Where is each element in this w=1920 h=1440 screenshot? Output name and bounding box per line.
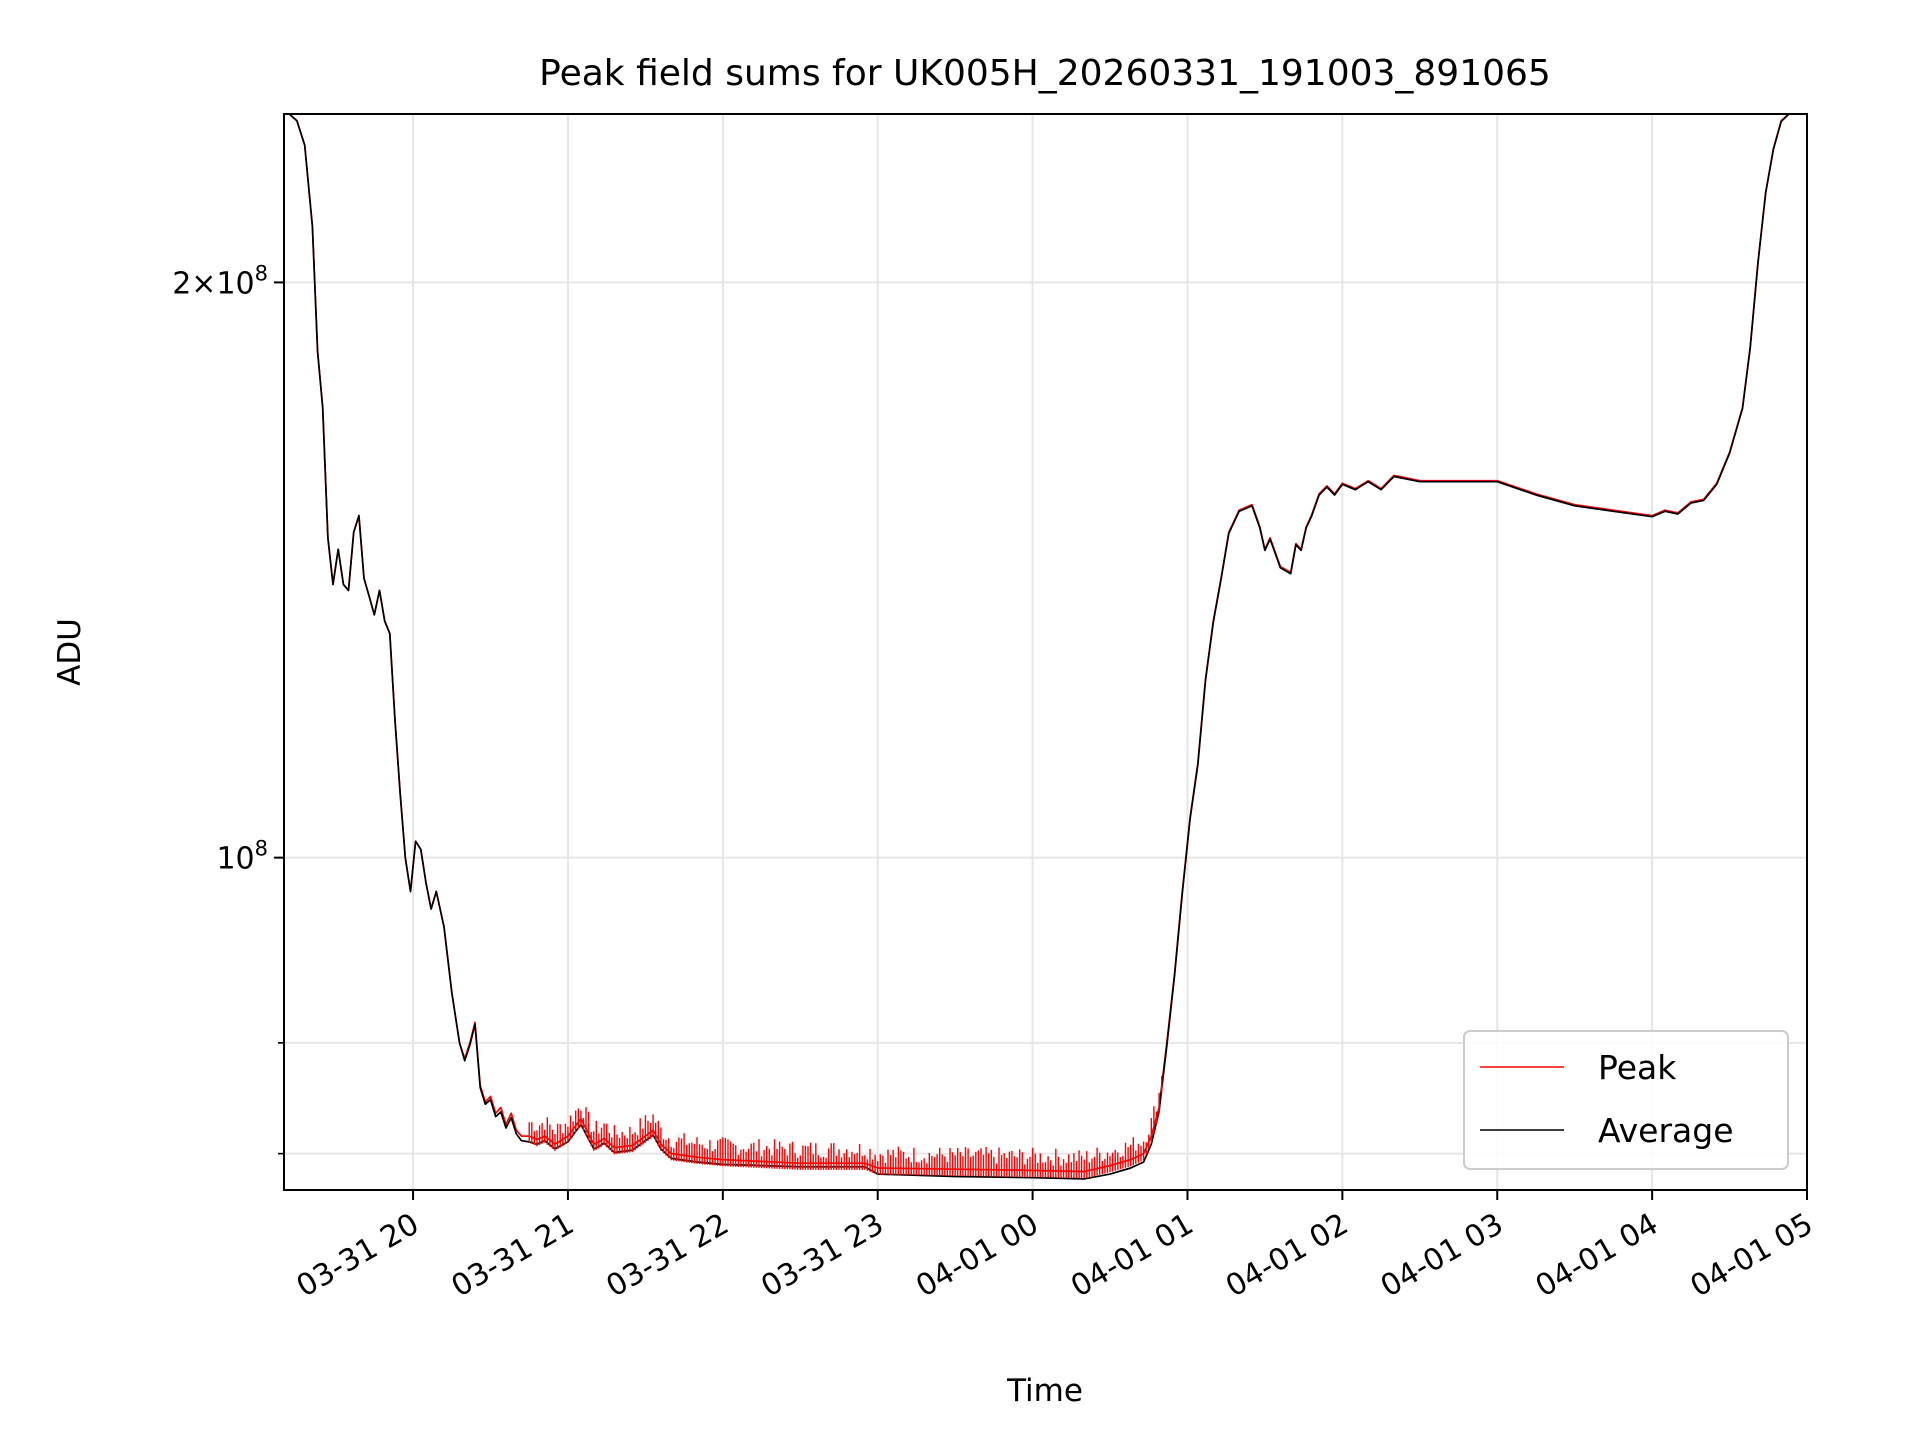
- legend-label-average: Average: [1598, 1111, 1734, 1150]
- y-tick-label: 108: [216, 837, 268, 877]
- chart-title: Peak field sums for UK005H_20260331_1910…: [539, 53, 1551, 94]
- y-tick-label: 2×108: [172, 261, 268, 301]
- legend-label-peak: Peak: [1598, 1048, 1677, 1087]
- y-axis-label: ADU: [52, 618, 88, 686]
- legend: Peak Average: [1463, 1030, 1789, 1170]
- x-axis-label: Time: [1006, 1373, 1083, 1409]
- legend-box: [1463, 1030, 1789, 1170]
- peak-noise-spikes: [528, 1076, 1163, 1179]
- plot-frame: [283, 113, 1808, 1191]
- series-layer: [284, 114, 1807, 1180]
